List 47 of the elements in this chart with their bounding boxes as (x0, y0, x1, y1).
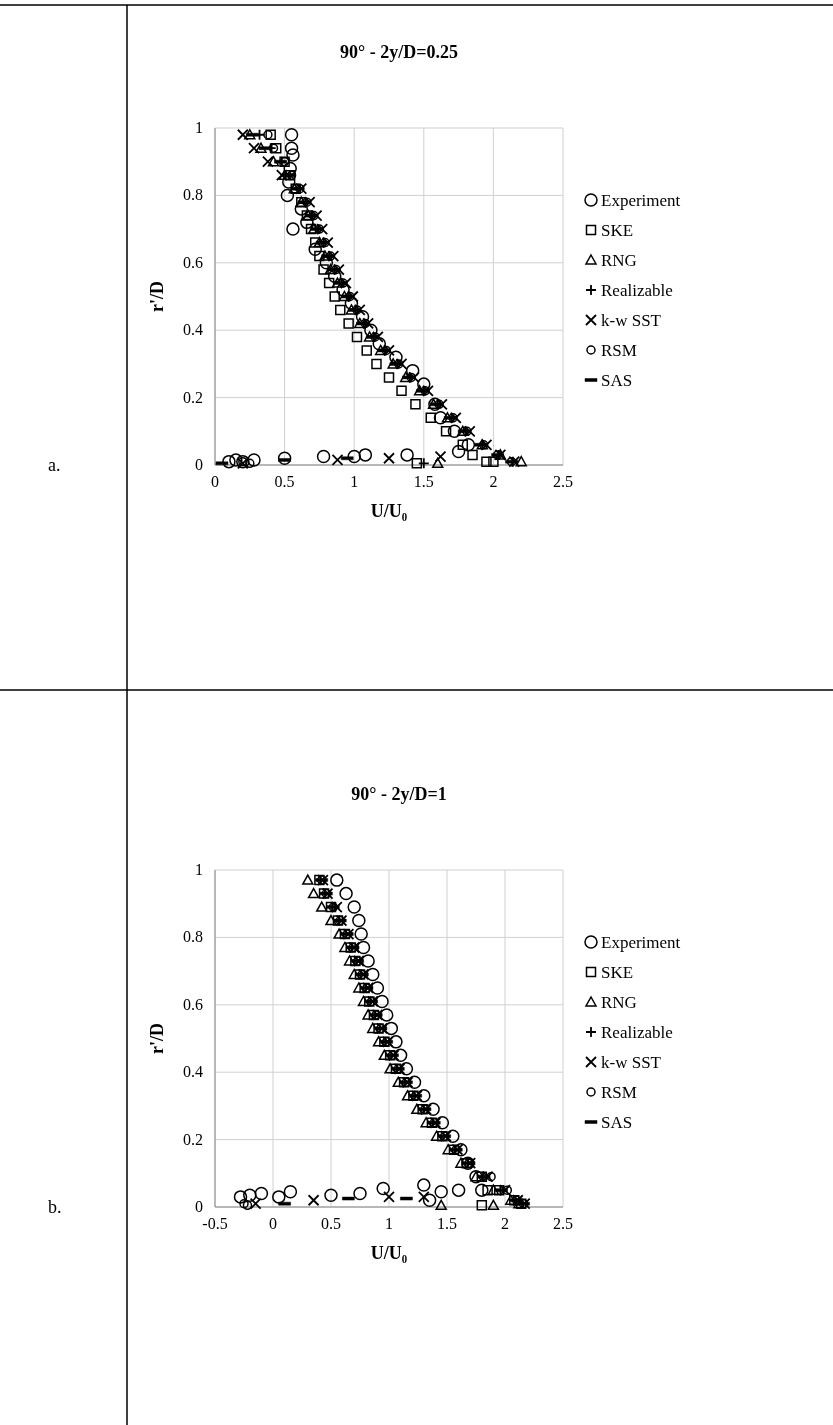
y-tick-label: 0.6 (183, 995, 203, 1013)
y-tick-label: 0.2 (183, 388, 203, 406)
text: b. (48, 1197, 62, 1217)
y-tick-label: 0.2 (183, 1130, 203, 1148)
x-tick-label: 1 (350, 473, 359, 490)
x-tick-label: 0 (211, 473, 219, 490)
legend-label: RSM (601, 1083, 637, 1102)
legend-label: Realizable (601, 1023, 673, 1042)
chart-title: 90° - 2y/D=0.25 (340, 42, 458, 62)
legend-label: SKE (601, 221, 634, 240)
y-tick-label: 0.8 (183, 186, 203, 204)
legend-label: Realizable (601, 281, 673, 300)
chart-title: 90° - 2y/D=1 (351, 784, 447, 804)
y-tick-label: 0.8 (183, 928, 203, 946)
legend-label: SKE (601, 963, 634, 982)
x-tick-label: 2.5 (553, 473, 573, 490)
x-tick-label: 1.5 (413, 473, 434, 490)
x-tick-label: 0.5 (321, 1215, 341, 1232)
text: a. (48, 455, 61, 475)
x-tick-label: 1.5 (437, 1215, 457, 1232)
y-tick-label: 1 (195, 119, 203, 136)
legend-label: Experiment (601, 933, 681, 952)
legend-label: RNG (601, 993, 637, 1012)
x-tick-label: 2 (489, 473, 498, 490)
legend-label: RNG (601, 251, 637, 270)
y-tick-label: 0.4 (183, 1063, 203, 1081)
x-axis-title: U/U₀ (370, 1243, 408, 1263)
x-tick-label: 0 (269, 1215, 277, 1232)
y-tick-label: 0 (195, 456, 203, 473)
x-tick-label: 2 (501, 1215, 509, 1232)
legend-label: k-w SST (601, 311, 662, 330)
x-tick-label: -0.5 (202, 1215, 228, 1232)
x-tick-label: 2.5 (553, 1215, 573, 1232)
legend-label: RSM (601, 341, 637, 360)
x-tick-label: 1 (385, 1215, 393, 1232)
y-tick-label: 1 (195, 861, 203, 878)
legend-label: SAS (601, 1113, 633, 1132)
y-axis-title: r'/D (147, 1023, 167, 1054)
y-axis-title: r'/D (147, 281, 167, 312)
x-tick-label: 0.5 (274, 473, 295, 490)
y-tick-label: 0.4 (183, 321, 203, 339)
x-axis-title: U/U₀ (370, 501, 408, 521)
legend-label: Experiment (601, 191, 681, 210)
legend-label: k-w SST (601, 1053, 662, 1072)
y-tick-label: 0 (195, 1198, 203, 1215)
y-tick-label: 0.6 (183, 253, 203, 271)
legend-label: SAS (601, 371, 633, 390)
